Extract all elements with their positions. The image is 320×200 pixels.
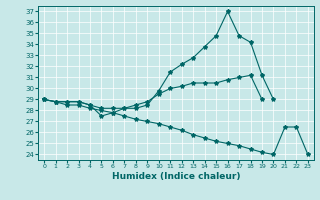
X-axis label: Humidex (Indice chaleur): Humidex (Indice chaleur): [112, 172, 240, 181]
